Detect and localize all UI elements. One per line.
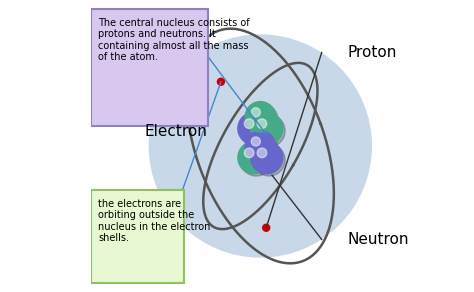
Text: The central nucleus consists of
protons and neutrons. It
containing almost all t: The central nucleus consists of protons … bbox=[98, 18, 250, 62]
Circle shape bbox=[251, 112, 283, 145]
Text: Neutron: Neutron bbox=[348, 232, 410, 247]
FancyBboxPatch shape bbox=[91, 190, 184, 283]
Circle shape bbox=[245, 102, 275, 132]
Circle shape bbox=[251, 108, 260, 117]
Circle shape bbox=[251, 142, 283, 174]
Circle shape bbox=[218, 78, 225, 85]
Circle shape bbox=[257, 119, 267, 128]
Circle shape bbox=[247, 104, 278, 134]
Circle shape bbox=[263, 224, 270, 231]
Circle shape bbox=[257, 148, 267, 158]
Circle shape bbox=[247, 133, 278, 164]
Text: Electron: Electron bbox=[144, 124, 207, 139]
Circle shape bbox=[238, 112, 270, 145]
Circle shape bbox=[245, 131, 275, 161]
Circle shape bbox=[244, 119, 254, 128]
Circle shape bbox=[244, 148, 254, 158]
Text: the electrons are
orbiting outside the
nucleus in the electron
shells.: the electrons are orbiting outside the n… bbox=[98, 199, 210, 243]
Circle shape bbox=[240, 144, 273, 176]
Circle shape bbox=[149, 35, 371, 257]
Text: Proton: Proton bbox=[348, 45, 397, 60]
Circle shape bbox=[240, 115, 273, 147]
Circle shape bbox=[253, 115, 285, 147]
FancyBboxPatch shape bbox=[91, 9, 208, 126]
Circle shape bbox=[251, 137, 260, 146]
Circle shape bbox=[238, 142, 270, 174]
Circle shape bbox=[253, 144, 285, 176]
